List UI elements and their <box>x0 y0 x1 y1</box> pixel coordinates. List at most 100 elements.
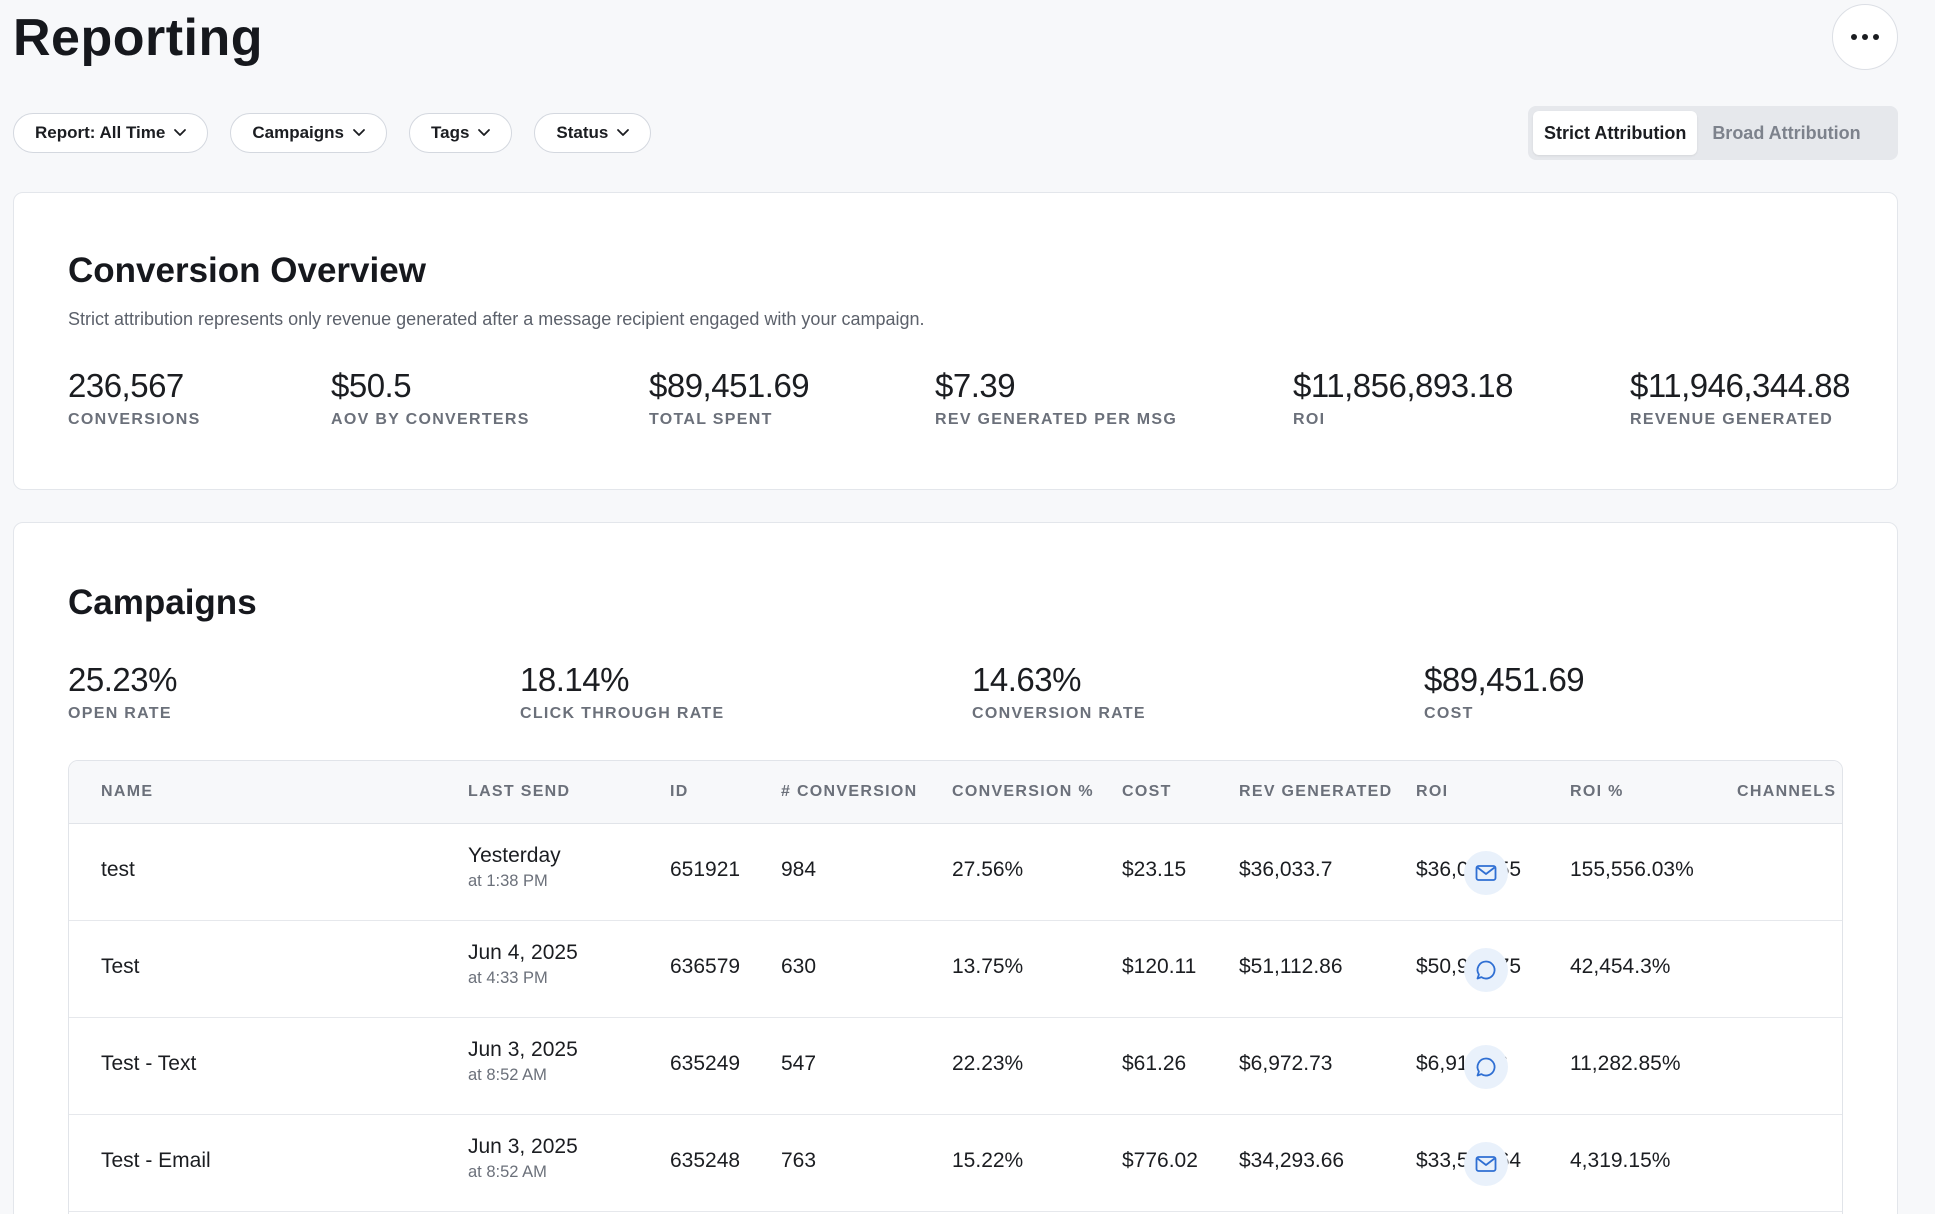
send-date: Yesterday <box>468 844 561 867</box>
campaign-id: 636579 <box>670 955 741 978</box>
cost: $120.11 <box>1122 955 1197 978</box>
stat-label: TOTAL SPENT <box>649 411 773 428</box>
column-header-rev-generated[interactable]: REV GENERATED <box>1239 783 1393 800</box>
cost: $776.02 <box>1122 1149 1198 1172</box>
chevron-down-icon <box>353 129 365 136</box>
stat-label: OPEN RATE <box>68 705 172 722</box>
rev-generated: $51,112.86 <box>1239 955 1343 978</box>
stat-total-spent: $89,451.69 TOTAL SPENT <box>649 367 810 429</box>
more-dot-3 <box>1873 34 1879 40</box>
campaign-name[interactable]: Test - Email <box>101 1149 211 1172</box>
stat-cost: $89,451.69 COST <box>1424 661 1585 723</box>
send-time: at 8:52 AM <box>468 1066 547 1084</box>
stat-label: REVENUE GENERATED <box>1630 411 1834 428</box>
stat-click-through-rate: 18.14% CLICK THROUGH RATE <box>520 661 724 723</box>
more-dot-2 <box>1862 34 1868 40</box>
last-send: Jun 4, 2025 at 4:33 PM <box>468 941 578 988</box>
column-header-name[interactable]: NAME <box>101 783 154 800</box>
stat-label: CONVERSIONS <box>68 411 201 428</box>
stat-value: $50.5 <box>331 367 412 404</box>
strict-attribution-tab[interactable]: Strict Attribution <box>1533 111 1698 155</box>
campaign-name[interactable]: Test - Text <box>101 1052 197 1075</box>
conversion-pct: 22.23% <box>952 1052 1024 1075</box>
stat-label: ROI <box>1293 411 1326 428</box>
campaign-id: 651921 <box>670 858 741 881</box>
table-row[interactable]: Test - Text Jun 3, 2025 at 8:52 AM 63524… <box>69 1018 1842 1115</box>
rev-generated: $6,972.73 <box>1239 1052 1333 1075</box>
campaign-name[interactable]: Test <box>101 955 140 978</box>
chevron-down-icon <box>174 129 187 136</box>
rev-generated: $34,293.66 <box>1239 1149 1345 1172</box>
conversion-count: 984 <box>781 858 817 881</box>
send-time: at 8:52 AM <box>468 1163 547 1181</box>
tags-filter[interactable]: Tags <box>409 113 513 153</box>
last-send: Jun 3, 2025 at 8:52 AM <box>468 1038 578 1085</box>
column-header-conversion-count[interactable]: # CONVERSION <box>781 783 918 800</box>
stat-label: CONVERSION RATE <box>972 705 1146 722</box>
stat-value: 236,567 <box>68 367 184 404</box>
send-date: Jun 3, 2025 <box>468 1135 578 1158</box>
chat-icon <box>1476 1057 1496 1077</box>
column-header-conversion-pct[interactable]: CONVERSION % <box>952 783 1094 800</box>
cost: $23.15 <box>1122 858 1187 881</box>
stat-value: $11,946,344.88 <box>1630 367 1850 404</box>
more-options-button[interactable] <box>1832 4 1898 70</box>
conversion-overview-card: Conversion Overview Strict attribution r… <box>13 192 1898 490</box>
report-period-filter[interactable]: Report: All Time <box>13 113 209 153</box>
send-date: Jun 3, 2025 <box>468 1038 578 1061</box>
stat-label: AOV BY CONVERTERS <box>331 411 530 428</box>
send-date: Jun 4, 2025 <box>468 941 578 964</box>
roi-pct: 155,556.03% <box>1570 858 1694 881</box>
roi-pct: 4,319.15% <box>1570 1149 1671 1172</box>
stat-value: $7.39 <box>935 367 1016 404</box>
table-row[interactable]: Test - Email Jun 3, 2025 at 8:52 AM 6352… <box>69 1115 1842 1212</box>
stat-conversion-rate: 14.63% CONVERSION RATE <box>972 661 1146 723</box>
stat-value: 14.63% <box>972 661 1081 698</box>
campaigns-table: NAME LAST SEND ID # CONVERSION CONVERSIO… <box>68 760 1843 1214</box>
roi-pct: 11,282.85% <box>1570 1052 1681 1075</box>
column-header-cost[interactable]: COST <box>1122 783 1172 800</box>
last-send: Yesterday at 1:38 PM <box>468 844 561 891</box>
chevron-down-icon <box>478 129 491 136</box>
overview-title: Conversion Overview <box>68 251 426 290</box>
filter-label: Campaigns <box>252 123 344 142</box>
column-header-last-send[interactable]: LAST SEND <box>468 783 571 800</box>
stat-revenue-generated: $11,946,344.88 REVENUE GENERATED <box>1630 367 1850 429</box>
page-title: Reporting <box>13 9 264 67</box>
stat-conversions: 236,567 CONVERSIONS <box>68 367 201 429</box>
column-header-roi[interactable]: ROI <box>1416 783 1449 800</box>
filter-label: Status <box>556 123 609 142</box>
broad-attribution-tab[interactable]: Broad Attribution <box>1712 122 1861 143</box>
campaigns-filter[interactable]: Campaigns <box>230 113 387 153</box>
conversion-pct: 27.56% <box>952 858 1024 881</box>
attribution-toggle: Strict Attribution Broad Attribution <box>1528 106 1898 160</box>
campaign-id: 635249 <box>670 1052 741 1075</box>
conversion-pct: 13.75% <box>952 955 1024 978</box>
email-channel-icon <box>1464 1142 1508 1186</box>
conversion-count: 630 <box>781 955 817 978</box>
last-send: Jun 3, 2025 at 8:52 AM <box>468 1135 578 1182</box>
column-header-channels: CHANNELS <box>1737 783 1837 800</box>
chat-icon <box>1476 960 1496 980</box>
stat-value: 25.23% <box>68 661 177 698</box>
campaigns-title: Campaigns <box>68 583 257 622</box>
send-time: at 1:38 PM <box>468 872 548 890</box>
campaign-name[interactable]: test <box>101 858 135 881</box>
roi-pct: 42,454.3% <box>1570 955 1671 978</box>
stat-label: COST <box>1424 705 1474 722</box>
chevron-down-icon <box>617 129 630 136</box>
status-filter[interactable]: Status <box>534 113 652 153</box>
stat-open-rate: 25.23% OPEN RATE <box>68 661 177 723</box>
table-row[interactable]: test Yesterday at 1:38 PM 651921 984 27.… <box>69 824 1842 921</box>
filter-bar: Report: All Time Campaigns Tags Status <box>13 113 652 153</box>
table-row[interactable]: Test Jun 4, 2025 at 4:33 PM 636579 630 1… <box>69 921 1842 1018</box>
rev-generated: $36,033.7 <box>1239 858 1333 881</box>
table-header: NAME LAST SEND ID # CONVERSION CONVERSIO… <box>69 761 1842 824</box>
stat-roi: $11,856,893.18 ROI <box>1293 367 1513 429</box>
more-dots-icon <box>1851 34 1857 40</box>
conversion-pct: 15.22% <box>952 1149 1024 1172</box>
stat-label: CLICK THROUGH RATE <box>520 705 725 722</box>
column-header-id[interactable]: ID <box>670 783 689 800</box>
column-header-roi-pct[interactable]: ROI % <box>1570 783 1624 800</box>
